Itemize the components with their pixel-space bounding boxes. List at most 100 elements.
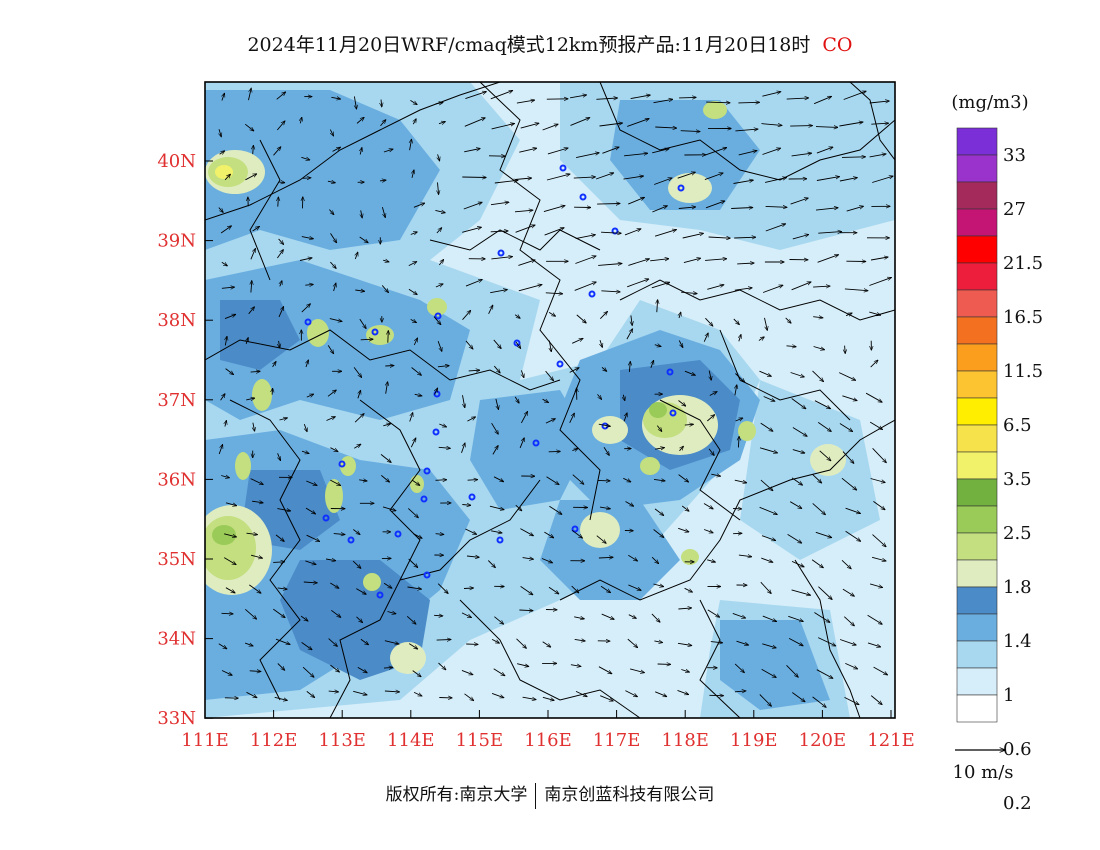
wind-arrow [680, 131, 700, 132]
wind-arrow [468, 370, 480, 371]
wind-arrow [515, 504, 522, 511]
wind-arrow [627, 279, 649, 288]
wind-arrow [330, 479, 340, 485]
wind-arrow [408, 558, 418, 568]
wind-arrow [462, 227, 481, 233]
wind-arrow [711, 474, 720, 476]
wind-arrow [734, 691, 746, 692]
colorbar-bin [956, 559, 998, 588]
wind-arrow [787, 534, 802, 543]
wind-arrow [653, 479, 665, 481]
wind-arrow [785, 317, 791, 323]
wind-arrow [382, 506, 396, 511]
wind-arrow [353, 367, 362, 377]
wind-arrow [544, 228, 565, 236]
wind-arrow [761, 124, 782, 126]
wind-arrow [599, 507, 610, 509]
wind-arrow [437, 366, 449, 367]
wind-arrow [434, 615, 443, 616]
wind-arrow [438, 662, 446, 670]
wind-arrow [435, 534, 444, 535]
wind-arrow [465, 340, 473, 349]
wind-arrow [273, 362, 276, 368]
wind-arrow [731, 208, 753, 209]
wind-arrow [651, 613, 660, 622]
wind-legend: 10 m/s [953, 750, 1014, 783]
wind-arrow [760, 479, 773, 491]
wind-arrow [570, 665, 581, 667]
wind-arrow [521, 370, 524, 377]
wind-arrow [360, 339, 373, 340]
wind-arrow [761, 557, 773, 562]
wind-arrow [225, 421, 227, 427]
wind-arrow [408, 288, 417, 294]
wind-arrow [353, 690, 367, 695]
wind-arrow [413, 119, 416, 125]
wind-arrow [355, 290, 364, 291]
wind-arrow [549, 340, 551, 352]
wind-arrow [683, 258, 701, 264]
wind-arrow [273, 562, 284, 563]
wind-arrow [735, 129, 758, 131]
colorbar-label: 16.5 [1003, 307, 1043, 328]
colorbar-bin [956, 208, 998, 237]
wind-arrow [602, 147, 619, 154]
wind-arrow [735, 385, 737, 396]
wind-arrow [491, 257, 512, 260]
wind-arrow [569, 368, 579, 373]
wind-arrow [330, 582, 339, 588]
wind-arrow [326, 417, 336, 421]
wind-arrow [218, 445, 222, 455]
wind-arrow [433, 316, 441, 325]
colorbar-bin [956, 127, 998, 156]
wind-arrow [631, 315, 632, 325]
wind-arrow [380, 120, 386, 127]
colorbar-bin [956, 667, 998, 696]
wind-arrow [413, 203, 425, 208]
wind-arrow [818, 586, 832, 600]
wind-arrow [759, 447, 778, 453]
wind-arrow [410, 100, 417, 104]
wind-arrow [384, 640, 399, 644]
wind-arrow [514, 315, 520, 319]
copyright-company: 南京创蓝科技有限公司 [544, 785, 715, 805]
wind-arrow [516, 638, 527, 649]
lat-tick-label: 34N [157, 629, 196, 650]
wind-arrow [597, 204, 620, 205]
latitude-axis: 40N 39N 38N 37N 36N 35N 34N 33N [157, 151, 213, 729]
wind-arrow [739, 335, 741, 342]
wind-arrow [220, 394, 225, 401]
wind-arrow [383, 149, 393, 153]
wind-arrow [491, 422, 499, 434]
lat-tick-label: 40N [157, 151, 196, 172]
wind-arrow [870, 257, 888, 261]
wind-arrow [436, 640, 451, 641]
page-title: 2024年11月20日WRF/cmaq模式12km预报产品:11月20日18时 C… [0, 30, 1100, 57]
wind-arrow [842, 588, 854, 596]
wind-arrow [814, 400, 831, 409]
wind-arrow [515, 341, 521, 348]
wind-arrow [738, 436, 739, 448]
colorbar-label: 0.2 [1003, 793, 1032, 814]
wind-arrow [841, 477, 857, 490]
wind-arrow [651, 556, 659, 563]
wind-arrow [245, 174, 256, 181]
wind-arrow [328, 638, 338, 647]
wind-arrow [677, 643, 692, 645]
wind-vectors [219, 88, 893, 707]
wind-arrow [303, 582, 318, 583]
wind-arrow [738, 555, 752, 557]
wind-arrow [623, 413, 627, 422]
wind-arrow [596, 535, 606, 544]
wind-arrow [250, 371, 261, 372]
lon-tick-label: 114E [387, 730, 435, 751]
wind-arrow [627, 638, 638, 648]
lon-tick-label: 116E [524, 730, 572, 751]
wind-arrow [519, 148, 536, 153]
wind-arrow [465, 528, 476, 534]
wind-arrow [225, 336, 227, 346]
wind-arrow [839, 423, 853, 432]
wind-arrow [306, 534, 320, 541]
wind-arrow [765, 206, 787, 207]
wind-arrow [437, 340, 442, 351]
